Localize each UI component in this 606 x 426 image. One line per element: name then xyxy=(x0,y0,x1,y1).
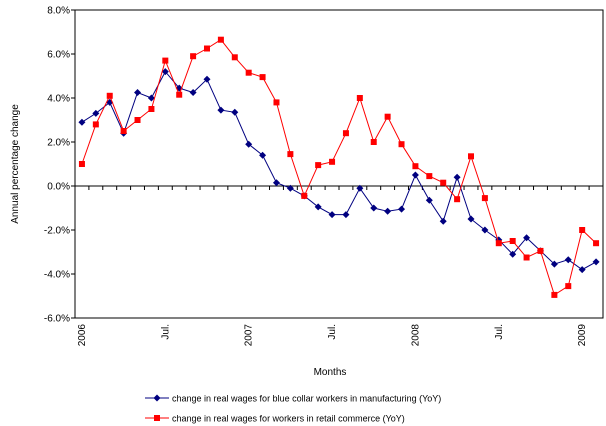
marker xyxy=(301,192,308,199)
x-tick-label: 2006 xyxy=(77,324,88,347)
marker xyxy=(356,95,363,101)
y-axis-title: Annual percentage change xyxy=(10,104,21,224)
marker xyxy=(286,184,294,192)
marker xyxy=(453,173,461,181)
marker xyxy=(551,291,558,298)
marker xyxy=(190,53,197,60)
marker xyxy=(203,75,211,83)
marker xyxy=(481,226,489,234)
marker xyxy=(356,184,364,192)
legend-marker xyxy=(153,394,161,402)
x-tick-label: Jul. xyxy=(327,324,338,340)
marker xyxy=(120,128,127,134)
marker xyxy=(217,106,225,114)
y-tick-label: 2.0% xyxy=(47,138,70,149)
marker xyxy=(578,266,586,274)
marker xyxy=(314,203,322,211)
marker xyxy=(78,118,86,126)
y-tick-label: 8.0% xyxy=(47,6,70,17)
marker xyxy=(537,247,544,254)
y-tick-label: -6.0% xyxy=(44,314,70,325)
marker xyxy=(481,195,488,202)
y-tick-label: -4.0% xyxy=(44,270,70,281)
marker xyxy=(523,254,530,261)
y-tick-label: -2.0% xyxy=(44,226,70,237)
marker xyxy=(440,179,447,186)
marker xyxy=(565,283,572,290)
marker xyxy=(467,215,475,223)
marker xyxy=(272,179,280,187)
marker xyxy=(134,89,142,96)
marker xyxy=(342,211,350,219)
marker xyxy=(161,68,169,76)
marker xyxy=(273,99,280,106)
marker xyxy=(315,162,322,169)
marker xyxy=(245,140,253,148)
marker xyxy=(593,240,600,247)
marker xyxy=(384,207,392,215)
marker xyxy=(231,54,238,61)
marker xyxy=(550,260,558,268)
marker xyxy=(245,69,252,76)
marker xyxy=(106,92,113,99)
x-tick-label: 2007 xyxy=(244,324,255,347)
marker xyxy=(398,141,405,148)
marker xyxy=(384,113,391,120)
x-tick-label: Jul. xyxy=(494,324,505,340)
marker xyxy=(176,91,183,98)
series-line xyxy=(81,70,597,271)
y-tick-label: 0.0% xyxy=(47,182,70,193)
marker xyxy=(592,258,600,266)
legend-label: change in real wages for workers in reta… xyxy=(172,414,405,424)
marker xyxy=(426,173,433,180)
marker xyxy=(509,238,516,244)
marker xyxy=(162,57,169,64)
marker xyxy=(204,45,210,52)
plot-frame xyxy=(74,9,604,319)
marker xyxy=(564,256,572,264)
marker xyxy=(287,151,294,158)
marker xyxy=(454,196,461,203)
marker xyxy=(92,121,99,128)
marker xyxy=(425,196,433,204)
marker xyxy=(189,89,197,96)
marker xyxy=(411,171,419,179)
marker xyxy=(92,109,100,117)
marker xyxy=(147,94,155,102)
marker xyxy=(370,204,378,212)
marker xyxy=(412,163,419,170)
series-line xyxy=(81,39,597,296)
marker xyxy=(78,161,85,167)
x-tick-label: 2008 xyxy=(410,324,421,347)
marker xyxy=(468,153,474,160)
x-tick-label: 2009 xyxy=(577,324,588,347)
marker xyxy=(398,205,406,213)
marker xyxy=(148,106,155,112)
legend-marker xyxy=(154,415,160,421)
marker xyxy=(579,227,586,233)
marker xyxy=(231,108,239,116)
marker xyxy=(439,217,447,225)
marker xyxy=(217,36,224,43)
y-tick-label: 6.0% xyxy=(47,50,70,61)
marker xyxy=(523,234,531,242)
marker xyxy=(370,139,377,145)
marker xyxy=(509,250,517,258)
marker xyxy=(329,158,336,165)
x-axis-title: Months xyxy=(314,367,347,378)
marker xyxy=(328,211,336,219)
marker xyxy=(342,130,349,137)
y-tick-label: 4.0% xyxy=(47,94,70,105)
legend-label: change in real wages for blue collar wor… xyxy=(172,394,441,404)
x-tick-label: Jul. xyxy=(160,324,171,340)
marker xyxy=(134,117,141,123)
marker xyxy=(259,151,267,159)
marker xyxy=(259,74,266,81)
marker xyxy=(495,240,502,247)
